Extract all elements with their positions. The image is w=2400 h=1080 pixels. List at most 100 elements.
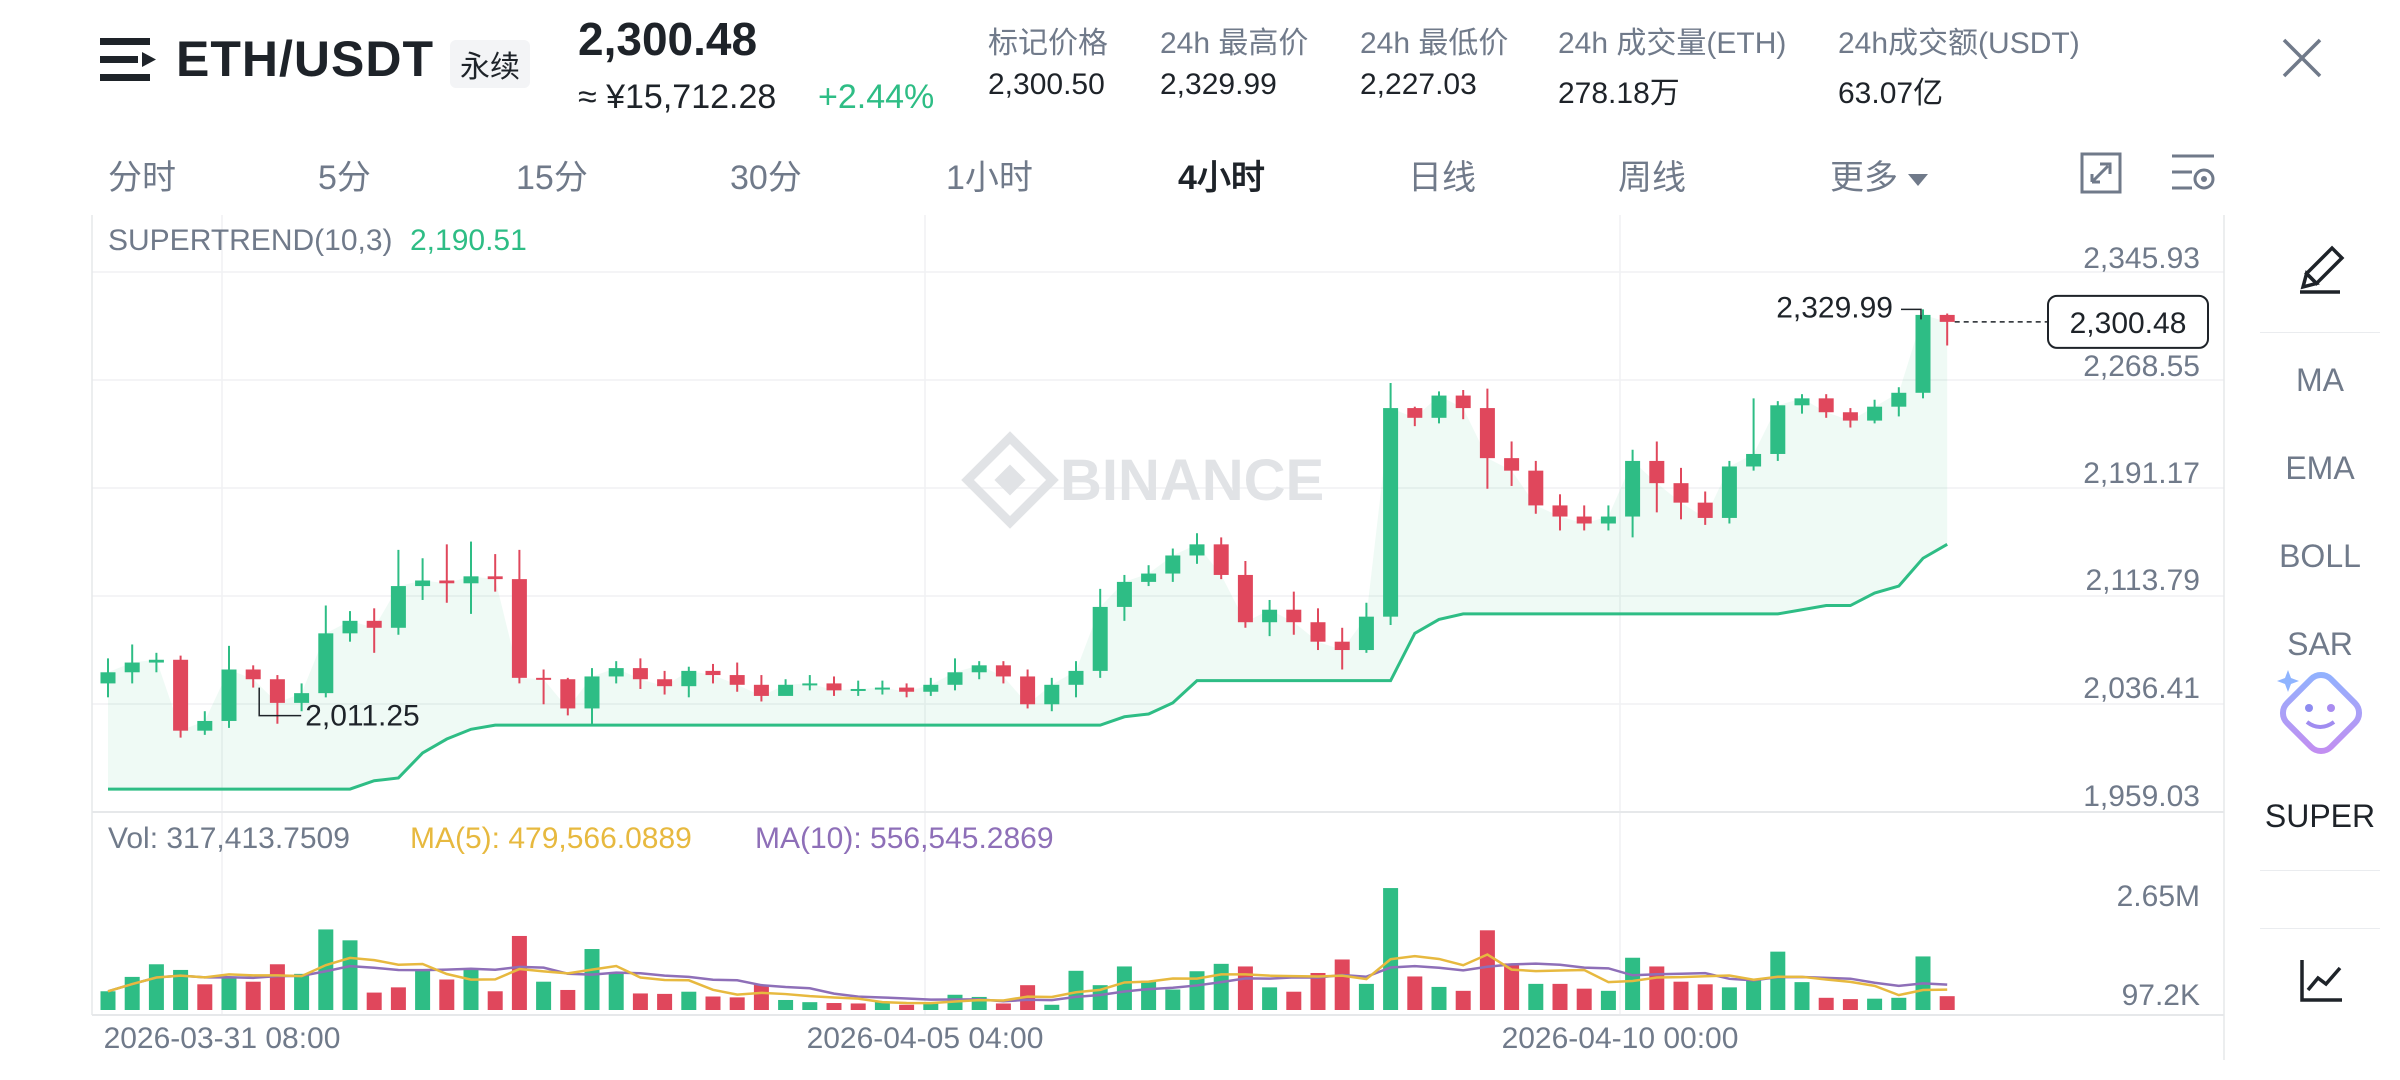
volume-bar [1600, 990, 1616, 1010]
volume-bar [197, 984, 213, 1010]
volume-bar [1528, 983, 1544, 1010]
ma5-label: MA(5): 479,566.0889 [410, 822, 692, 855]
volume-bar [1068, 970, 1084, 1010]
candle-body [1504, 458, 1520, 471]
candle [1528, 460, 1544, 514]
candle-body [1286, 609, 1302, 623]
candle [1915, 309, 1931, 399]
close-icon[interactable] [2280, 36, 2324, 80]
volume-bar [802, 1002, 818, 1010]
volume-bar [511, 935, 527, 1010]
candle [1576, 505, 1592, 531]
volume-bar [705, 996, 721, 1010]
candle [608, 661, 624, 684]
candle [463, 541, 479, 614]
candle [995, 661, 1011, 684]
tab-1d[interactable]: 日线 [1408, 159, 1476, 197]
volume-bar [148, 964, 164, 1010]
volume-bar [899, 1004, 915, 1010]
indicator-panel: MA EMA BOLL SAR SUPER [2260, 210, 2380, 1070]
separator [2260, 332, 2380, 333]
separator [2260, 928, 2380, 929]
candle [390, 549, 406, 635]
tab-5m[interactable]: 5分 [318, 159, 371, 197]
tab-more[interactable]: 更多 [1830, 150, 1928, 199]
trading-pair[interactable]: ETH/USDT [176, 31, 434, 87]
indicator-ema[interactable]: EMA [2285, 450, 2355, 486]
candle [1649, 441, 1665, 513]
candle-body [1600, 516, 1616, 524]
candle-body [197, 720, 213, 731]
ai-assistant-icon[interactable] [2260, 662, 2380, 762]
candle-body [1842, 412, 1858, 421]
volume-bar [681, 991, 697, 1010]
tab-1w[interactable]: 周线 [1618, 159, 1686, 197]
indicator-sar[interactable]: SAR [2287, 626, 2353, 662]
volume-bar [536, 981, 552, 1010]
menu-icon[interactable] [100, 36, 156, 84]
indicator-supertrend[interactable]: SUPER [2264, 798, 2376, 834]
candle [947, 658, 963, 691]
candle [874, 680, 890, 695]
volume-bar [1455, 990, 1471, 1010]
volume-bar [584, 949, 600, 1010]
candle-body [1141, 573, 1157, 582]
min-price-label: 2,011.25 [305, 700, 420, 733]
fullscreen-icon[interactable] [2080, 152, 2122, 194]
volume-bar [1504, 963, 1520, 1010]
candle-body [1576, 516, 1592, 524]
candle [1020, 669, 1036, 709]
volume-bar [1721, 987, 1737, 1010]
volume-bar [560, 989, 576, 1010]
candle [1770, 401, 1786, 461]
volume-bar [342, 940, 358, 1010]
candle-body [487, 576, 503, 580]
candle [124, 644, 140, 684]
candle-body [1528, 470, 1544, 506]
candle [1431, 391, 1447, 424]
tab-1h[interactable]: 1小时 [946, 159, 1033, 197]
candle-body [390, 586, 406, 628]
24h-high-label: 24h 最高价 [1160, 27, 1309, 60]
candle-body [681, 670, 697, 687]
candle-body [1479, 408, 1495, 459]
candle [1141, 565, 1157, 587]
ma10-line [107, 962, 1948, 1003]
volume-bar [1625, 957, 1641, 1010]
indicator-boll[interactable]: BOLL [2279, 538, 2361, 574]
candle-body [318, 633, 334, 694]
tab-30m[interactable]: 30分 [730, 159, 802, 197]
volume-bar [1552, 983, 1568, 1010]
candle-body [560, 679, 576, 709]
candle [705, 663, 721, 684]
chart-settings-icon[interactable] [2170, 152, 2216, 194]
candle-body [1092, 606, 1108, 671]
candle-body [100, 672, 116, 684]
tab-4h[interactable]: 4小时 [1178, 159, 1265, 197]
tab-time-sharing[interactable]: 分时 [108, 159, 176, 197]
candle [342, 611, 358, 642]
volume-bar [923, 1002, 939, 1010]
tab-15m[interactable]: 15分 [516, 159, 588, 197]
candle [1697, 491, 1713, 525]
trend-chart-icon[interactable] [2260, 950, 2380, 1010]
volume-bar [729, 997, 745, 1010]
price-tick: 2,191.17 [2083, 457, 2200, 490]
candle-body [923, 684, 939, 692]
volume-bar [1383, 888, 1399, 1010]
volume-bar [1818, 997, 1834, 1010]
candle-body [778, 684, 794, 696]
supertrend-area [108, 314, 1948, 790]
candle [778, 679, 794, 696]
volume-bar [1697, 984, 1713, 1010]
current-price-marker: 2,300.48 [2047, 294, 2209, 349]
candle-body [1068, 670, 1084, 685]
candle [294, 683, 310, 712]
volume-bar [463, 968, 479, 1010]
pencil-icon[interactable] [2260, 240, 2380, 300]
indicator-ma[interactable]: MA [2296, 362, 2344, 398]
kline-chart[interactable]: BINANCE SUPERTREND(10,3) 2,190.51 Vol: 3… [0, 0, 2240, 1080]
candle-body [1310, 622, 1326, 642]
candle-body [971, 665, 987, 673]
candle [1746, 398, 1762, 471]
